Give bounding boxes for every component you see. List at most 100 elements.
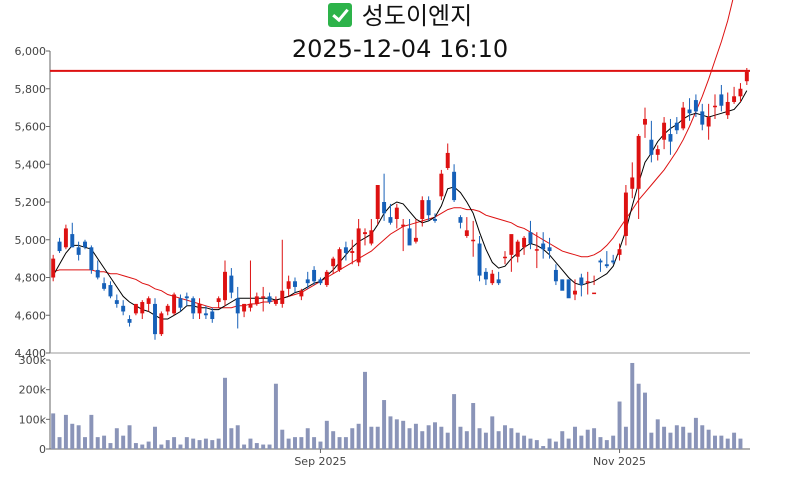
candle (363, 228, 367, 246)
candle (267, 292, 272, 304)
volume-bar (324, 420, 329, 449)
candle-body (89, 247, 94, 270)
volume-bar (598, 437, 603, 449)
candle (178, 294, 183, 312)
candle (223, 260, 227, 306)
candle (299, 288, 304, 301)
candle (273, 296, 278, 306)
candle (159, 311, 164, 337)
candle (611, 254, 616, 265)
volume-bar (668, 432, 673, 449)
candle-body (413, 237, 418, 242)
volume-bar (725, 438, 730, 449)
price-tick-label: 5,200 (15, 196, 47, 209)
volume-bar (522, 435, 527, 449)
chart-title: 성도이엔지 2025-12-04 16:10 (0, 0, 800, 66)
volume-bar (681, 426, 686, 449)
candle (102, 277, 107, 291)
candle-body (337, 249, 342, 270)
candle (553, 264, 558, 286)
candle (76, 241, 81, 261)
volume-bar (433, 422, 437, 449)
price-tick-label: 5,600 (15, 121, 47, 134)
volume-bar (458, 426, 463, 449)
volume-bar (267, 444, 272, 449)
candle (140, 300, 145, 320)
volume-bar (471, 403, 476, 449)
candle-body (738, 88, 743, 97)
candle (598, 258, 603, 272)
candle (95, 260, 100, 280)
volume-bar (140, 444, 145, 449)
volume-bar (210, 440, 215, 449)
candle (293, 277, 297, 293)
candle-body (732, 96, 737, 102)
candle (280, 239, 285, 308)
volume-bar (108, 443, 113, 449)
candle-body (649, 139, 654, 155)
volume-bar (439, 426, 444, 449)
volume-bar (693, 417, 698, 449)
volume-bar (547, 438, 552, 449)
candle-body (242, 303, 247, 312)
candle (534, 232, 539, 269)
candle-body (70, 234, 75, 248)
candle (681, 101, 686, 131)
volume-bar (649, 432, 654, 449)
volume-bar (261, 444, 266, 449)
candle-body (273, 300, 278, 304)
candle-body (655, 149, 660, 155)
candle (693, 94, 698, 118)
volume-bar (343, 437, 348, 449)
candle (738, 83, 743, 102)
volume-bar (184, 437, 189, 449)
candle (528, 220, 533, 250)
volume-bar (63, 414, 68, 449)
volume-bar (509, 428, 514, 449)
candle-body (184, 296, 189, 299)
x-tick-label: Sep 2025 (294, 455, 346, 468)
volume-panel: 0 100k 200k 300k Sep 2025 Nov 2025 (19, 354, 750, 468)
candle (210, 307, 215, 323)
candle-body (254, 296, 259, 304)
volume-bar (350, 428, 355, 449)
volume-bar (172, 437, 177, 449)
candle (623, 185, 628, 246)
volume-bar (732, 432, 737, 449)
candle-body (623, 192, 628, 236)
volume-bar (592, 428, 597, 449)
volume-bar (223, 377, 227, 449)
price-tick-label: 5,400 (15, 158, 47, 171)
candle-body (121, 305, 126, 312)
volume-bar (286, 438, 291, 449)
candle (382, 173, 387, 221)
volume-bar (369, 426, 374, 449)
volume-bar (235, 425, 240, 449)
volume-bar (496, 431, 501, 449)
candle-body (363, 232, 367, 235)
volume-bar (280, 429, 285, 449)
candle (573, 279, 577, 301)
candle-body (248, 303, 253, 308)
candle-body (617, 249, 622, 255)
candle (121, 300, 126, 316)
volume-bar (579, 435, 584, 449)
candle (337, 247, 342, 272)
volume-bar (127, 425, 132, 449)
candle-body (95, 269, 100, 278)
candle (114, 294, 119, 308)
candle-body (172, 294, 177, 314)
candle (503, 251, 507, 265)
volume-bar (490, 416, 495, 449)
candle (248, 260, 253, 312)
candle-body (299, 290, 304, 297)
volume-bar (153, 426, 157, 449)
volume-bar (57, 437, 62, 449)
volume-bar (643, 392, 647, 449)
candle-body (312, 269, 317, 282)
candle (172, 292, 177, 316)
candle (713, 94, 717, 119)
candle-body (566, 279, 571, 299)
candle-body (547, 247, 552, 252)
